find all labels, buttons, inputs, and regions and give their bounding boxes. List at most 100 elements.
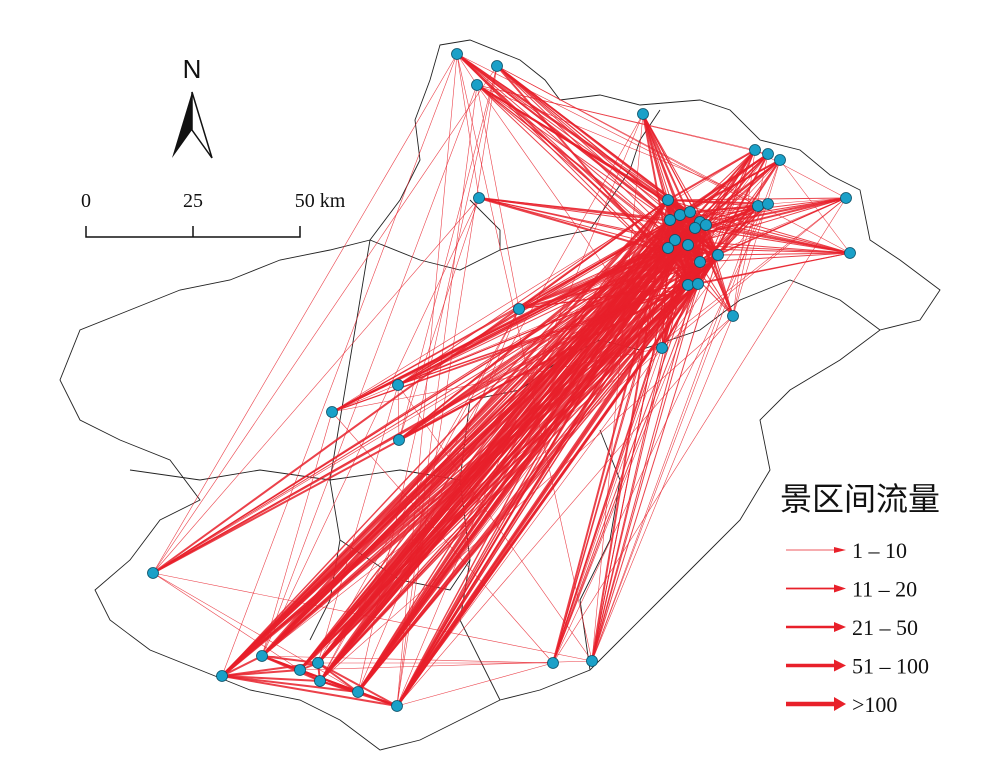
flow-line [317,283,699,664]
flow-line [667,199,851,254]
flow-line [152,53,458,574]
scenic-spot [682,239,694,251]
flow-line [699,252,851,263]
scenic-spot [473,192,485,204]
flow-line [396,224,707,707]
flow-line [357,691,398,707]
scenic-spot [312,657,324,669]
flow-line [152,572,301,671]
flow-line [331,411,554,664]
scenic-spot [727,310,739,322]
scenic-spot [662,242,674,254]
flow-line [397,224,707,386]
flow-line [152,65,498,574]
inner-boundary [129,469,461,481]
scenic-spot [547,657,559,669]
flow-line [152,224,707,574]
flow-line [221,675,398,707]
scenic-spot [391,700,403,712]
legend-arrowhead [834,584,846,593]
scenic-spot [700,219,712,231]
scenic-spot [294,664,306,676]
flow-line [261,197,480,657]
flow-line [496,65,696,229]
flow-line [299,283,699,671]
flow-line [395,283,700,707]
scenic-spot [513,303,525,315]
scenic-spot [637,108,649,120]
north-arrow: N [172,54,213,159]
flow-line [456,53,759,207]
flow-line [261,84,478,657]
flow-line [261,411,333,657]
flow-line [261,655,554,664]
scenic-spot [692,278,704,290]
flow-line [476,84,669,249]
scenic-spot [712,249,724,261]
flow-line [397,244,689,386]
flow-line [331,347,663,413]
flow-line [667,149,756,201]
flow-line [591,254,719,662]
flow-line [667,199,769,205]
boundaries [59,39,941,751]
flow-line [552,283,699,664]
flow-line [261,283,699,657]
flow-line [152,572,359,693]
flow-line [319,283,699,682]
flow-line [221,675,321,682]
scenic-spot [682,279,694,291]
flow-line [299,347,663,671]
legend-title: 景区间流量 [780,480,940,518]
flow-line [397,283,699,386]
flow-line [299,219,671,671]
scenic-spot [586,655,598,667]
flow-line [398,197,480,441]
flow-line [331,283,699,413]
flow-line [687,197,847,246]
flows [152,53,851,707]
scale-label: 0 [81,190,91,212]
flow-line [261,655,319,664]
scale-label: 50 km [295,190,346,212]
legend-label: 1 – 10 [852,538,907,563]
flow-line [667,197,847,201]
flow-line [456,53,696,229]
flow-line [518,283,699,310]
legend-arrowhead [834,659,846,672]
flow-line [221,655,263,677]
flow-line [591,205,759,662]
flow-line [456,53,478,86]
scenic-spot [326,406,338,418]
scale-label: 25 [183,190,203,212]
flow-line [396,662,554,707]
scenic-spot [844,247,856,259]
scenic-spot [471,79,483,91]
north-arrow-left [172,92,192,158]
scenic-spot [451,48,463,60]
flow-line [767,197,847,205]
flow-line [221,675,359,693]
scale-bar: 0 25 50 km [81,190,346,238]
legend-label: 11 – 20 [852,577,917,602]
scenic-spot [752,200,764,212]
flow-line [496,65,671,221]
scenic-spot [216,670,228,682]
inner-boundary [459,479,501,701]
flow-line [319,284,689,682]
flow-line [679,159,781,216]
flow-line [331,211,691,413]
flow-line [221,282,699,678]
flow-line [396,315,734,707]
flow-line [299,660,593,671]
flow-line [717,197,847,256]
flow-line [518,261,701,310]
scenic-spot [669,234,681,246]
flow-line [699,221,734,317]
flow-line [397,384,593,662]
flow-line [261,224,707,657]
flow-line [591,315,734,662]
flow-line [317,662,359,693]
scenic-spot [662,194,674,206]
scenic-spot [393,434,405,446]
